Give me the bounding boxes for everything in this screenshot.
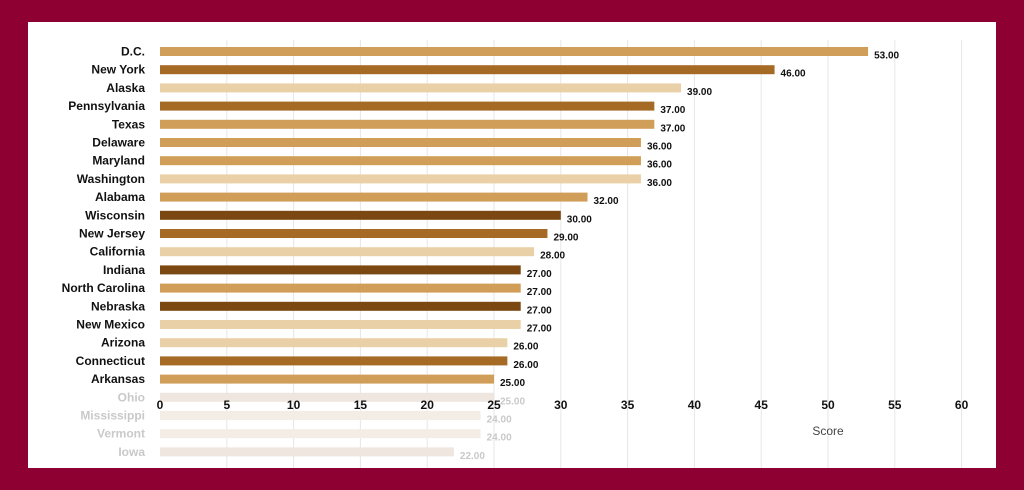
x-tick-label: 20: [421, 398, 435, 412]
bar: [160, 447, 454, 457]
bar: [160, 283, 521, 293]
value-labels: 53.0046.0039.0037.0037.0036.0036.0036.00…: [460, 51, 900, 462]
value-label: 30.00: [567, 214, 592, 225]
bar: [160, 119, 655, 129]
value-label: 27.00: [527, 305, 552, 316]
value-label: 46.00: [781, 69, 806, 80]
bar: [160, 101, 655, 111]
x-tick-label: 5: [223, 398, 230, 412]
x-tick-label: 0: [157, 398, 164, 412]
x-tick-label: 60: [955, 398, 969, 412]
bar: [160, 429, 481, 439]
category-label: Alabama: [95, 190, 145, 204]
bar: [160, 247, 535, 257]
value-label: 26.00: [513, 360, 538, 371]
bar: [160, 338, 508, 348]
category-label: Connecticut: [76, 354, 145, 368]
value-label: 27.00: [527, 324, 552, 335]
x-tick-label: 10: [287, 398, 301, 412]
x-tick-label: 50: [821, 398, 835, 412]
category-label: Delaware: [92, 136, 145, 150]
value-label: 36.00: [647, 178, 672, 189]
category-label: Arizona: [101, 336, 145, 350]
category-labels: D.C. New York Alaska Pennsylvania Texas Delaw…: [62, 45, 146, 459]
category-label: Wisconsin: [85, 208, 145, 222]
bar: [160, 210, 561, 220]
x-axis-ticks: 0 5 10 15 20 25 30 35 40 45 50 55 60: [157, 398, 969, 412]
bar: [160, 392, 494, 402]
category-label: Washington: [77, 172, 145, 186]
bar: [160, 138, 641, 147]
category-label: Alaska: [106, 81, 145, 95]
category-label: Texas: [112, 117, 145, 131]
category-label: North Carolina: [62, 281, 146, 295]
bar: [160, 156, 641, 166]
bar-chart: D.C. New York Alaska Pennsylvania Texas Delaw…: [62, 40, 969, 468]
category-label: D.C.: [121, 45, 145, 59]
x-tick-label: 30: [554, 398, 568, 412]
category-label: Arkansas: [91, 372, 145, 386]
value-label: 25.00: [500, 396, 525, 407]
value-label: 28.00: [540, 251, 565, 262]
category-label: New Jersey: [79, 227, 145, 241]
x-tick-label: 45: [755, 398, 769, 412]
value-label: 39.00: [687, 87, 712, 98]
x-axis-title: Score: [812, 424, 844, 438]
category-label: Iowa: [118, 445, 145, 459]
bar: [160, 265, 521, 275]
category-label: Maryland: [92, 154, 145, 168]
bar: [160, 374, 494, 384]
x-tick-label: 25: [487, 398, 501, 412]
value-label: 27.00: [527, 269, 552, 280]
value-label: 25.00: [500, 378, 525, 389]
bar: [160, 83, 682, 93]
value-label: 37.00: [660, 123, 685, 134]
bar: [160, 174, 641, 184]
bars: [160, 47, 869, 457]
category-label: Mississippi: [80, 409, 145, 423]
bar: [160, 411, 481, 420]
x-tick-label: 55: [888, 398, 902, 412]
value-label: 24.00: [487, 433, 512, 444]
x-tick-label: 15: [354, 398, 368, 412]
bar: [160, 229, 548, 238]
chart-panel: D.C. New York Alaska Pennsylvania Texas Delaw…: [28, 22, 996, 468]
category-label: Vermont: [97, 427, 145, 441]
category-label: Ohio: [118, 390, 145, 404]
category-label: New Mexico: [76, 318, 145, 332]
value-label: 24.00: [487, 415, 512, 426]
category-label: Indiana: [103, 263, 145, 277]
category-label: Nebraska: [91, 299, 145, 313]
value-label: 29.00: [553, 233, 578, 244]
value-label: 36.00: [647, 142, 672, 153]
category-label: Pennsylvania: [68, 99, 145, 113]
value-label: 36.00: [647, 160, 672, 171]
bar: [160, 65, 775, 75]
value-label: 22.00: [460, 451, 485, 462]
bar: [160, 356, 508, 366]
category-label: California: [90, 245, 146, 259]
bar: [160, 301, 521, 311]
bar: [160, 192, 588, 202]
value-label: 37.00: [660, 105, 685, 116]
value-label: 26.00: [513, 342, 538, 353]
bar: [160, 47, 869, 56]
bar: [160, 320, 521, 329]
category-label: New York: [91, 63, 145, 77]
x-tick-label: 35: [621, 398, 635, 412]
value-label: 27.00: [527, 287, 552, 298]
value-label: 53.00: [874, 51, 899, 62]
value-label: 32.00: [594, 196, 619, 207]
x-tick-label: 40: [688, 398, 702, 412]
